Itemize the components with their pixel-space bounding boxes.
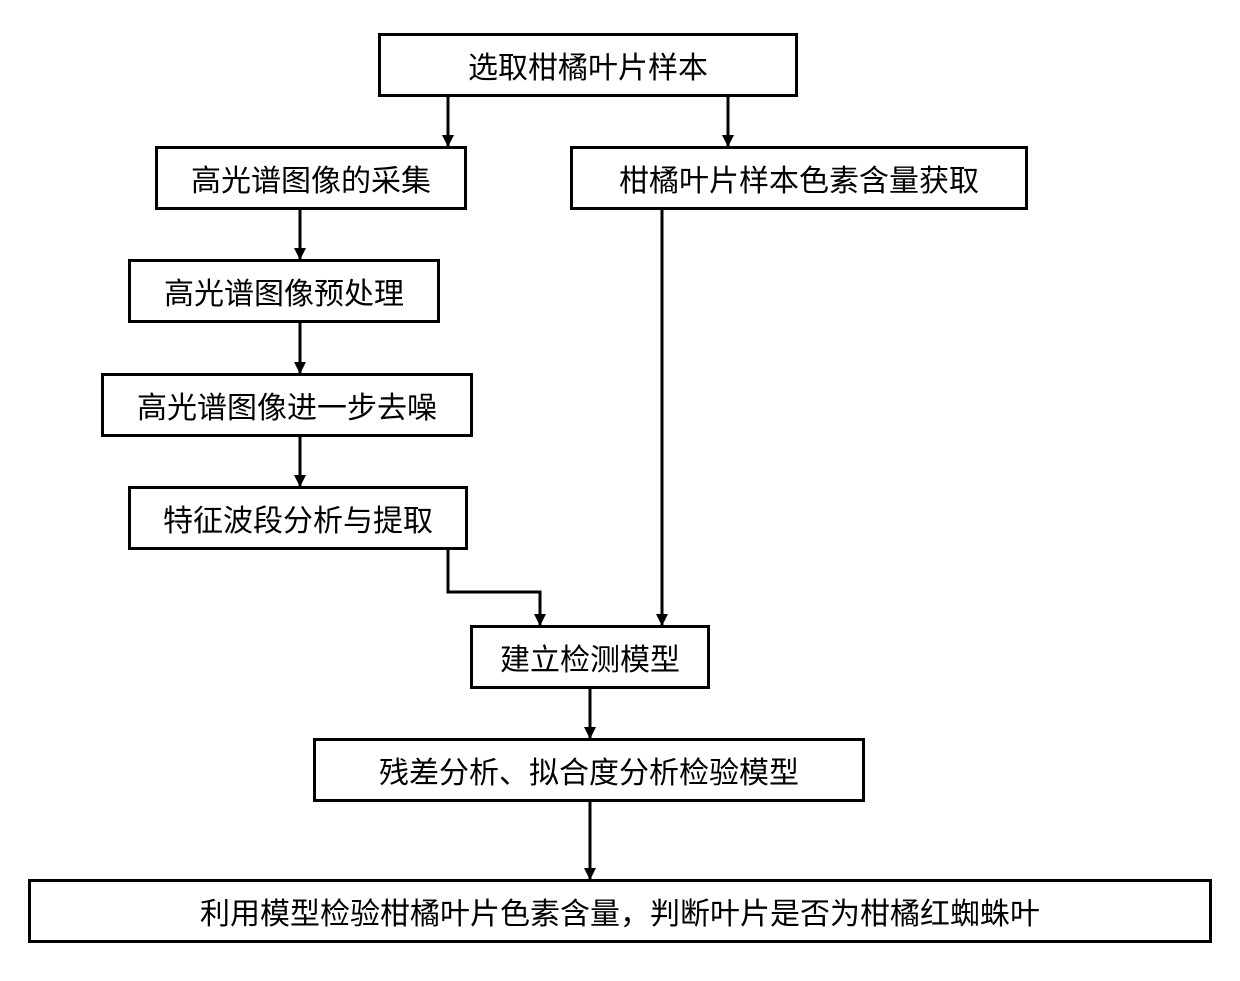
node-label: 柑橘叶片样本色素含量获取 [619, 156, 979, 200]
flowchart-node-n6: 建立检测模型 [470, 625, 710, 689]
node-label: 特征波段分析与提取 [163, 496, 433, 540]
node-label: 高光谱图像进一步去噪 [137, 383, 437, 427]
node-label: 残差分析、拟合度分析检验模型 [379, 748, 799, 792]
flowchart-node-n8: 利用模型检验柑橘叶片色素含量，判断叶片是否为柑橘红蜘蛛叶 [28, 879, 1212, 943]
flowchart-node-n4: 高光谱图像进一步去噪 [101, 373, 473, 437]
node-label: 选取柑橘叶片样本 [468, 43, 708, 87]
edge-5 [448, 550, 540, 625]
flowchart-node-n0: 选取柑橘叶片样本 [378, 33, 798, 97]
node-label: 高光谱图像的采集 [191, 156, 431, 200]
node-label: 利用模型检验柑橘叶片色素含量，判断叶片是否为柑橘红蜘蛛叶 [200, 889, 1040, 933]
node-label: 高光谱图像预处理 [164, 269, 404, 313]
flowchart-node-n2: 柑橘叶片样本色素含量获取 [570, 146, 1028, 210]
flowchart-node-n3: 高光谱图像预处理 [128, 259, 440, 323]
flowchart-node-n5: 特征波段分析与提取 [128, 486, 468, 550]
flowchart-node-n1: 高光谱图像的采集 [155, 146, 467, 210]
flowchart-node-n7: 残差分析、拟合度分析检验模型 [313, 738, 865, 802]
node-label: 建立检测模型 [500, 635, 680, 679]
